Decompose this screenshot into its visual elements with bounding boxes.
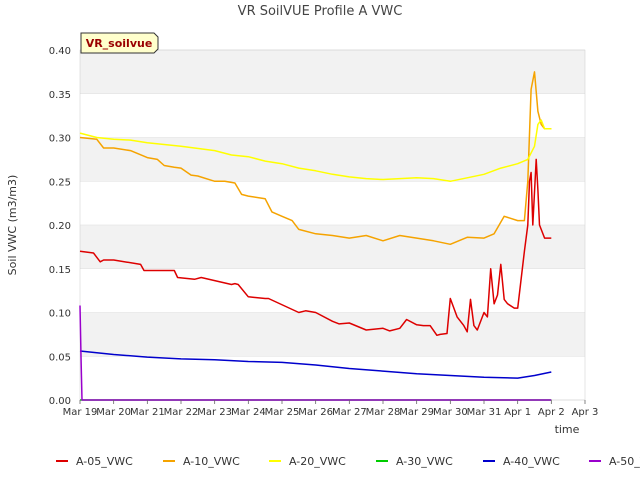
series-line-a-40-vwc: [79, 350, 552, 379]
x-tick-label: Mar 20: [96, 407, 131, 418]
x-tick-label: Mar 22: [164, 407, 199, 418]
legend-item: A-40_VWC: [483, 452, 560, 470]
x-tick-label: Mar 23: [197, 407, 232, 418]
y-tick-label: 0.05: [49, 352, 71, 363]
plot-band: [80, 268, 585, 313]
y-tick-label: 0.20: [49, 221, 71, 232]
y-tick-label: 0.30: [49, 134, 71, 145]
x-tick-label: Mar 29: [399, 407, 434, 418]
legend-label: A-40_VWC: [503, 454, 560, 468]
plot-band: [80, 312, 585, 357]
plot-band: [80, 181, 585, 225]
chart-title: VR SoilVUE Profile A VWC: [238, 4, 403, 19]
chart-badge: VR_soilvue: [80, 32, 159, 54]
legend-label: A-10_VWC: [183, 454, 240, 468]
x-tick-label: Mar 25: [265, 407, 300, 418]
legend-item: A-05_VWC: [56, 452, 133, 470]
x-tick-label: Mar 21: [130, 407, 165, 418]
y-axis: 0.00 0.05 0.10 0.15 0.20 0.25 0.30 0.35 0.40: [49, 46, 71, 407]
legend-swatch: [269, 460, 281, 462]
legend-swatch: [56, 460, 68, 462]
badge-box: [80, 32, 159, 54]
y-axis-label: Soil VWC (m3/m3): [6, 175, 19, 276]
legend-item: A-30_VWC: [376, 452, 453, 470]
legend-item: A-10_VWC: [163, 452, 240, 470]
series-line-a-50-vwc: [79, 305, 552, 401]
legend: A-05_VWC A-10_VWC A-20_VWC A-30_VWC A-40_VWC…: [0, 452, 640, 470]
legend-swatch: [376, 460, 388, 462]
legend-swatch: [589, 460, 601, 462]
x-tick-label: Mar 19: [63, 407, 98, 418]
legend-label: A-30_VWC: [396, 454, 453, 468]
x-tick-label: Mar 26: [298, 407, 333, 418]
x-tick-label: Mar 31: [467, 407, 502, 418]
y-tick-label: 0.40: [49, 46, 71, 57]
x-tick-label: Mar 28: [366, 407, 401, 418]
series-line-a-20-vwc: [79, 119, 552, 183]
x-axis-label: time: [555, 423, 580, 436]
x-tick-label: Apr 1: [504, 407, 531, 418]
x-tick-label: Apr 3: [572, 407, 599, 418]
x-tick-label: Apr 2: [538, 407, 565, 418]
series-line-a-10-vwc: [79, 71, 552, 246]
plot-band: [80, 93, 585, 138]
x-tick-label: Mar 27: [332, 407, 367, 418]
x-tick-label: Mar 24: [231, 407, 266, 418]
plot-bands: [80, 50, 585, 400]
y-tick-label: 0.00: [49, 396, 71, 407]
y-tick-label: 0.15: [49, 265, 71, 276]
legend-label: A-20_VWC: [289, 454, 346, 468]
badge-label: VR_soilvue: [86, 37, 153, 50]
y-tick-label: 0.10: [49, 309, 71, 320]
plot-band: [80, 225, 585, 269]
legend-item: A-50_VWC: [589, 452, 640, 470]
legend-item: A-20_VWC: [269, 452, 346, 470]
legend-swatch: [483, 460, 495, 462]
legend-label: A-50_VWC: [609, 454, 640, 468]
y-tick-label: 0.35: [49, 90, 71, 101]
series-line-a-05-vwc: [79, 158, 552, 337]
legend-label: A-05_VWC: [76, 454, 133, 468]
x-tick-label: Mar 30: [433, 407, 468, 418]
plot-band: [80, 50, 585, 94]
y-tick-label: 0.25: [49, 177, 71, 188]
legend-swatch: [163, 460, 175, 462]
